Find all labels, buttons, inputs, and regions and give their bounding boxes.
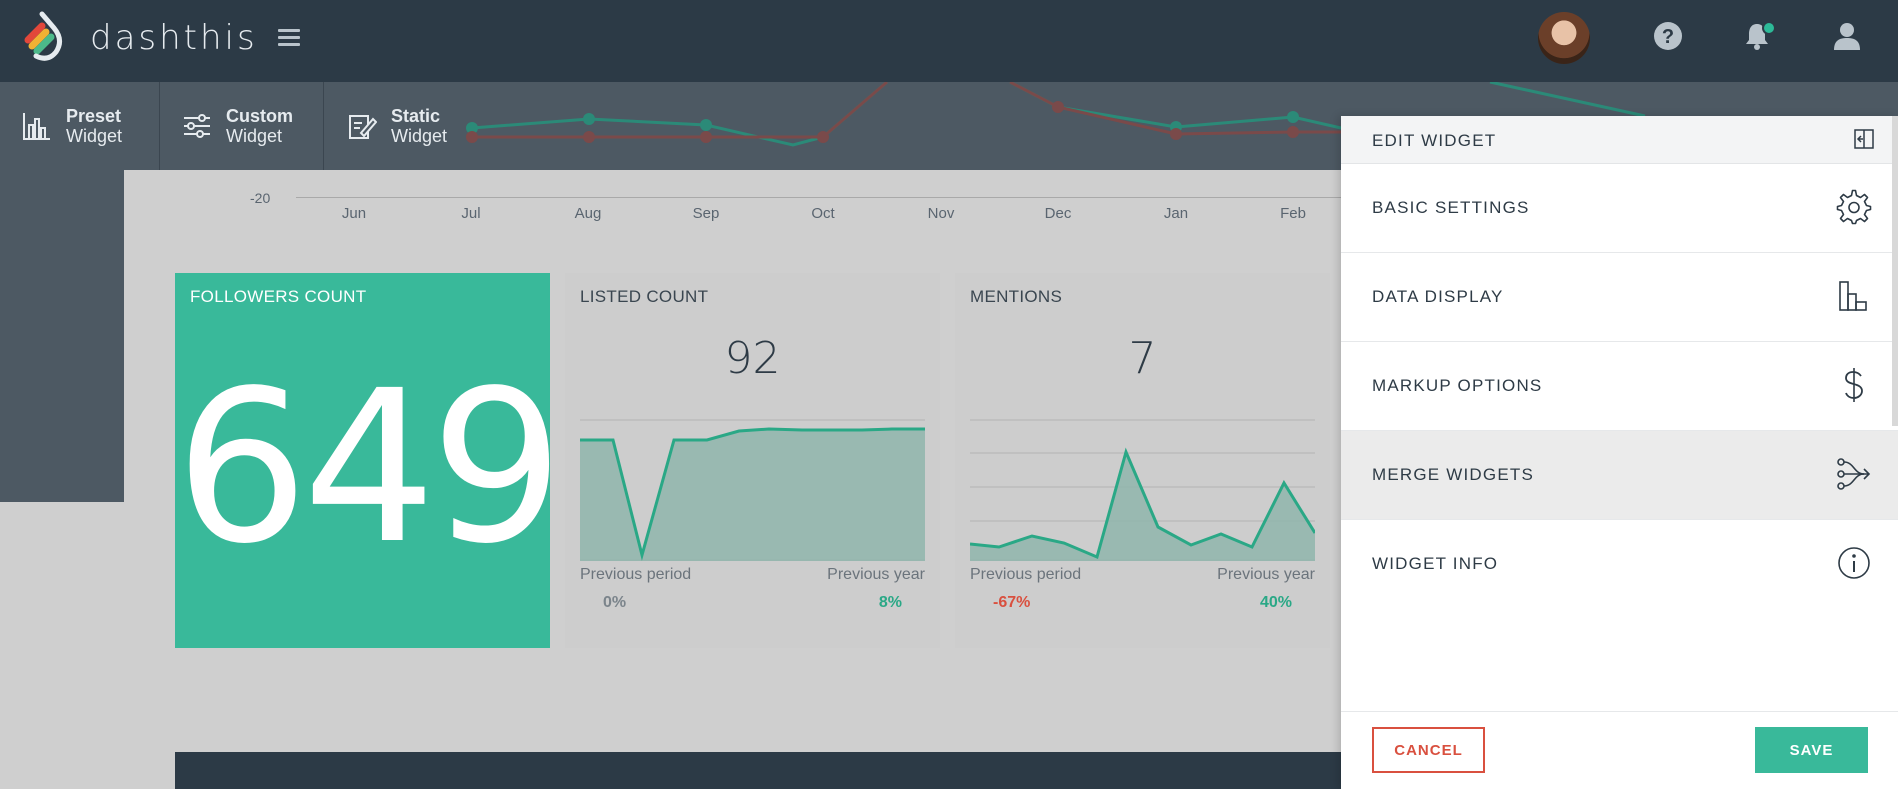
bar-chart-icon (23, 113, 50, 140)
background-line-chart (466, 82, 1646, 147)
panel-header: EDIT WIDGET (1341, 116, 1898, 164)
previous-period-label: Previous period (580, 566, 692, 583)
widget-title: FOLLOWERS COUNT (190, 287, 367, 306)
previous-period-label: Previous period (970, 566, 1082, 583)
static-widget-button[interactable]: Static Widget (347, 82, 447, 170)
info-icon (1838, 547, 1870, 579)
widget-info-menu-item[interactable]: WIDGET INFO (1341, 520, 1898, 609)
menu-item-label: MERGE WIDGETS (1372, 465, 1534, 484)
widget-title: MENTIONS (970, 287, 1063, 306)
custom-label: Widget (226, 126, 283, 146)
left-panel-strip (0, 170, 124, 502)
x-tick-label: Dec (1044, 205, 1072, 222)
x-tick-label: Jan (1163, 205, 1189, 222)
menu-item-label: BASIC SETTINGS (1372, 198, 1530, 217)
mentions-area-chart (970, 419, 1315, 561)
previous-year-label: Previous year (827, 566, 925, 583)
chart-axis-area (175, 170, 1355, 255)
mentions-value: 7 (1128, 333, 1157, 384)
panel-title: EDIT WIDGET (1372, 131, 1497, 150)
previous-year-label: Previous year (1217, 566, 1315, 583)
x-tick-label: Nov (927, 205, 955, 222)
listed-area-chart (580, 419, 925, 561)
markup-options-menu-item[interactable]: MARKUP OPTIONS (1341, 342, 1898, 431)
top-navbar: dashthis ? (0, 0, 1898, 82)
hamburger-menu-icon[interactable] (278, 29, 300, 47)
x-tick-label: Jun (341, 205, 367, 222)
svg-text:?: ? (1662, 26, 1674, 48)
preset-widget-button[interactable]: Preset Widget (22, 82, 122, 170)
static-label: Widget (391, 126, 448, 146)
mentions-widget[interactable]: MENTIONS 7 Previous period Previous year… (955, 273, 1330, 648)
followers-value: 649 (175, 345, 564, 590)
menu-item-label: WIDGET INFO (1372, 554, 1499, 573)
help-icon[interactable]: ? (1652, 20, 1684, 52)
followers-count-widget[interactable]: FOLLOWERS COUNT 649 (175, 273, 564, 648)
widget-title: LISTED COUNT (580, 287, 709, 306)
dollar-icon (1845, 368, 1863, 402)
panel-footer: CANCEL SAVE (1341, 711, 1898, 789)
merge-widgets-menu-item[interactable]: MERGE WIDGETS (1341, 431, 1898, 520)
avatar[interactable] (1538, 12, 1590, 64)
listed-count-widget[interactable]: LISTED COUNT 92 Previous period Previous… (565, 273, 940, 648)
menu-item-label: DATA DISPLAY (1372, 287, 1504, 306)
previous-period-value: -67% (993, 594, 1031, 611)
x-axis-line (296, 197, 1356, 198)
preset-label: Widget (66, 126, 123, 146)
gear-icon (1836, 189, 1872, 225)
panel-scrollbar[interactable] (1892, 116, 1898, 426)
posts-engagement-widget-header (175, 752, 1355, 789)
x-tick-label: Aug (574, 205, 602, 222)
edit-widget-panel: EDIT WIDGET BASIC SETTINGS DATA DISPLAY … (1341, 116, 1898, 789)
cancel-button[interactable]: CANCEL (1372, 727, 1485, 773)
dashthis-logo[interactable] (20, 10, 72, 65)
merge-icon (1837, 458, 1871, 490)
previous-year-value: 40% (1259, 594, 1292, 611)
listed-value: 92 (724, 333, 781, 384)
sliders-icon (184, 114, 210, 138)
x-tick-label: Jul (461, 205, 481, 222)
custom-widget-button[interactable]: Custom Widget (182, 82, 293, 170)
previous-year-value: 8% (878, 594, 902, 611)
menu-item-label: MARKUP OPTIONS (1372, 376, 1543, 395)
x-tick-label: Feb (1280, 205, 1306, 222)
preset-label-bold: Preset (66, 106, 122, 126)
basic-settings-menu-item[interactable]: BASIC SETTINGS (1341, 164, 1898, 253)
previous-period-value: 0% (603, 594, 627, 611)
static-label-bold: Static (391, 106, 441, 126)
x-tick-label: Sep (692, 205, 720, 222)
save-button[interactable]: SAVE (1755, 727, 1868, 773)
x-tick-label: Oct (811, 205, 835, 222)
brand-name: dashthis (90, 18, 258, 58)
edit-icon (349, 115, 377, 139)
data-display-menu-item[interactable]: DATA DISPLAY (1341, 253, 1898, 342)
user-icon[interactable] (1831, 20, 1863, 52)
collapse-panel-icon[interactable] (1853, 128, 1875, 150)
notification-dot (1762, 21, 1776, 35)
y-axis-tick: -20 (250, 190, 271, 206)
custom-label-bold: Custom (226, 106, 293, 126)
bar-chart-icon (1839, 281, 1867, 311)
